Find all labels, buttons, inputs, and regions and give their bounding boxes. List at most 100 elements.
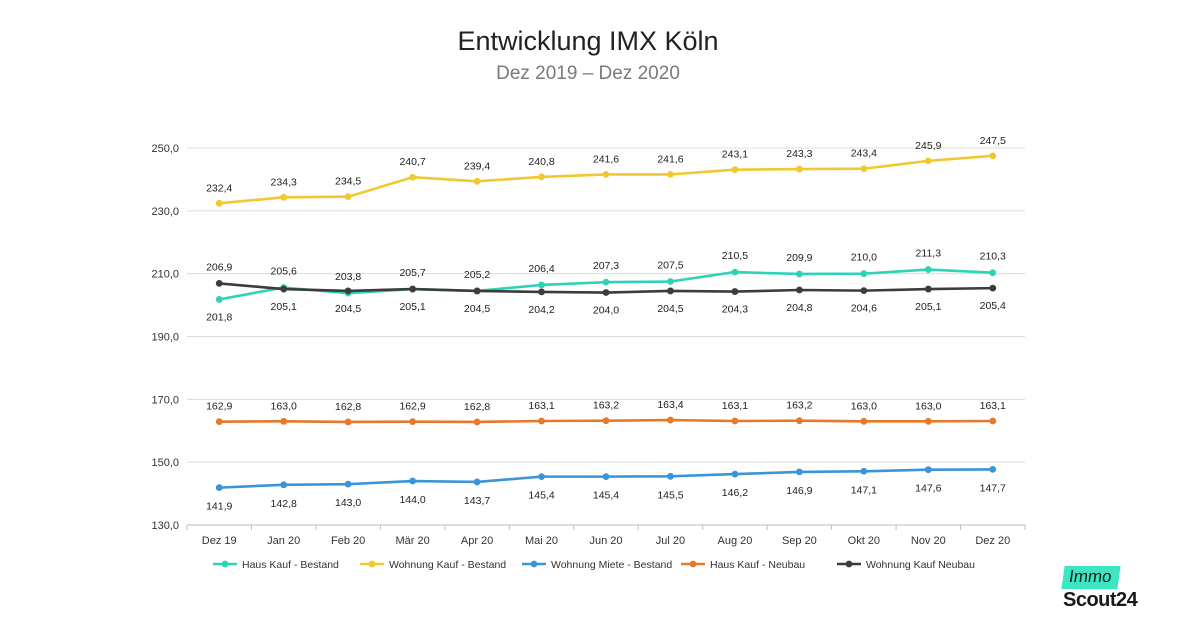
- data-label: 144,0: [399, 494, 425, 506]
- data-point: [989, 269, 997, 277]
- data-point: [473, 418, 481, 426]
- data-point: [473, 287, 481, 295]
- data-label: 204,5: [657, 303, 683, 315]
- data-label: 163,4: [657, 399, 683, 411]
- data-point: [280, 193, 288, 201]
- data-point: [860, 417, 868, 425]
- data-label: 147,7: [980, 482, 1006, 494]
- data-label: 163,1: [980, 400, 1006, 412]
- data-label: 205,2: [464, 269, 490, 281]
- data-label: 211,3: [916, 248, 942, 260]
- data-point: [215, 484, 223, 492]
- legend-entry: Haus Kauf - Neubau: [710, 559, 805, 571]
- data-point: [409, 477, 417, 485]
- data-label: 234,5: [335, 176, 361, 188]
- data-point: [860, 165, 868, 173]
- data-point: [538, 473, 545, 481]
- data-label: 209,9: [786, 252, 812, 264]
- data-point: [731, 166, 739, 174]
- data-point: [538, 281, 545, 289]
- data-label: 205,6: [271, 265, 297, 277]
- data-point: [409, 173, 417, 181]
- data-label: 210,5: [722, 250, 748, 262]
- data-point: [602, 417, 610, 425]
- data-label: 239,4: [464, 160, 490, 172]
- data-point: [860, 270, 868, 278]
- data-label: 204,0: [593, 305, 619, 317]
- x-tick-label: Okt 20: [848, 535, 880, 547]
- x-tick-label: Mär 20: [395, 535, 429, 547]
- data-point: [860, 287, 868, 295]
- data-label: 205,1: [271, 301, 297, 313]
- data-label: 143,0: [335, 497, 361, 509]
- data-point: [215, 280, 223, 287]
- data-label: 163,0: [915, 400, 941, 412]
- data-point: [280, 417, 288, 425]
- x-tick-label: Aug 20: [717, 535, 752, 547]
- data-label: 162,8: [335, 401, 361, 413]
- data-point: [409, 418, 417, 426]
- x-tick-label: Feb 20: [331, 535, 365, 547]
- data-point: [924, 266, 932, 273]
- data-label: 146,2: [722, 487, 748, 499]
- data-point: [344, 480, 352, 488]
- data-label: 163,2: [593, 400, 619, 412]
- data-point: [602, 289, 610, 296]
- data-label: 162,9: [399, 401, 425, 413]
- data-point: [602, 170, 610, 178]
- x-tick-label: Sep 20: [782, 535, 817, 547]
- data-label: 163,1: [528, 400, 554, 412]
- data-label: 146,9: [786, 485, 812, 497]
- data-label: 205,1: [399, 301, 425, 313]
- data-point: [602, 473, 610, 481]
- data-point: [215, 296, 223, 303]
- data-point: [280, 481, 288, 489]
- legend-swatch-point: [845, 560, 853, 568]
- legend-swatch-point: [530, 560, 538, 568]
- data-label: 204,6: [851, 303, 877, 315]
- data-point: [924, 285, 932, 293]
- data-label: 203,8: [335, 271, 361, 283]
- data-point: [215, 199, 223, 207]
- data-label: 241,6: [593, 153, 619, 165]
- data-label: 206,9: [206, 261, 232, 273]
- data-label: 207,3: [593, 260, 619, 272]
- data-label: 243,4: [851, 148, 877, 160]
- data-label: 240,8: [528, 156, 554, 168]
- data-point: [538, 288, 545, 296]
- legend-swatch-point: [368, 560, 376, 568]
- data-label: 206,4: [528, 263, 554, 275]
- data-point: [667, 170, 674, 178]
- data-point: [731, 470, 739, 478]
- data-label: 162,9: [206, 401, 232, 413]
- data-label: 162,8: [464, 401, 490, 413]
- data-label: 204,3: [722, 304, 748, 316]
- data-point: [989, 417, 997, 425]
- data-label: 205,7: [399, 267, 425, 279]
- data-point: [344, 287, 352, 295]
- data-label: 234,3: [271, 176, 297, 188]
- y-tick-label: 250,0: [151, 143, 179, 155]
- data-label: 163,0: [271, 400, 297, 412]
- x-axis: Dez 19 Jan 20 Feb 20 Mär 20 Apr 20 Mai 20 Jun …: [186, 525, 1026, 547]
- data-point: [538, 417, 545, 425]
- data-point: [667, 416, 674, 424]
- data-label: 207,5: [657, 260, 683, 272]
- legend-entry: Haus Kauf - Bestand: [242, 559, 339, 571]
- y-tick-label: 230,0: [151, 206, 179, 218]
- chart-subtitle: Dez 2019 – Dez 2020: [496, 63, 680, 84]
- y-tick-label: 170,0: [151, 394, 179, 406]
- y-tick-label: 150,0: [151, 457, 179, 469]
- x-tick-label: Dez 20: [975, 535, 1010, 547]
- y-axis: 130,0 150,0 170,0 190,0 210,0 230,0 250,0: [151, 143, 179, 532]
- data-labels: 201,8 205,6 203,8 205,7 205,2 206,4 207,3 207,5…: [206, 135, 1006, 513]
- y-tick-label: 190,0: [151, 332, 179, 344]
- data-point: [667, 472, 674, 480]
- data-label: 163,2: [786, 400, 812, 412]
- data-label: 205,4: [980, 300, 1006, 312]
- data-point: [795, 286, 803, 294]
- data-label: 245,9: [915, 140, 941, 152]
- data-point: [860, 467, 868, 475]
- data-label: 204,8: [786, 302, 812, 314]
- legend-swatch-point: [689, 560, 697, 568]
